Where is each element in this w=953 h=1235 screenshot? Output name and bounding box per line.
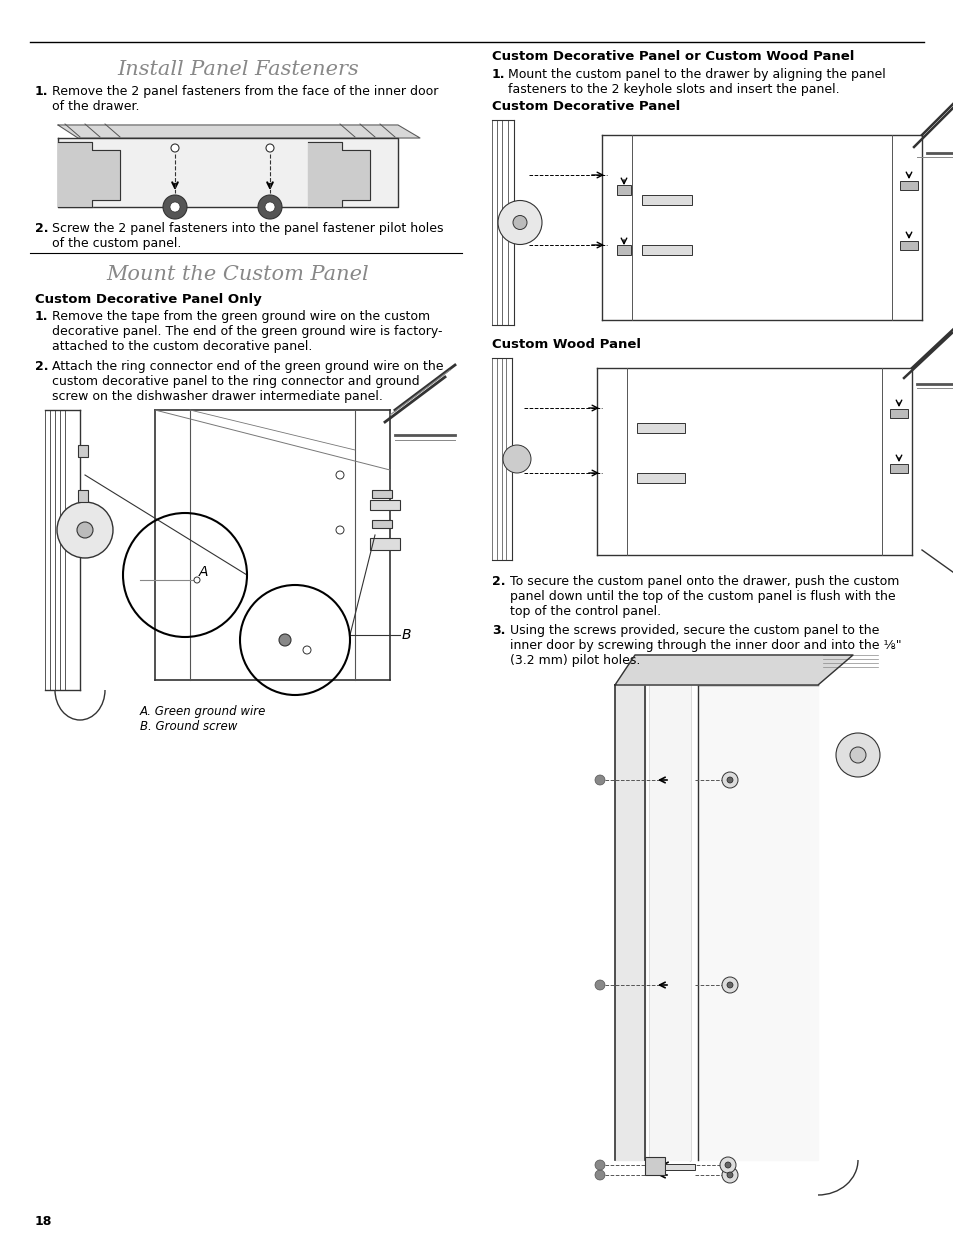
Circle shape (721, 1167, 738, 1183)
Text: Mount the Custom Panel: Mount the Custom Panel (107, 266, 369, 284)
Circle shape (497, 200, 541, 245)
Circle shape (513, 215, 526, 230)
Circle shape (849, 747, 865, 763)
Text: Install Panel Fasteners: Install Panel Fasteners (117, 61, 358, 79)
FancyBboxPatch shape (899, 182, 917, 190)
Text: 3.: 3. (492, 624, 505, 637)
Text: To secure the custom panel onto the drawer, push the custom
panel down until the: To secure the custom panel onto the draw… (510, 576, 899, 618)
Text: A. Green ground wire
B. Ground screw: A. Green ground wire B. Ground screw (140, 705, 266, 734)
Text: Attach the ring connector end of the green ground wire on the
custom decorative : Attach the ring connector end of the gre… (52, 359, 443, 403)
Polygon shape (615, 685, 644, 1160)
FancyBboxPatch shape (641, 195, 691, 205)
Text: 2.: 2. (35, 359, 49, 373)
Circle shape (193, 577, 200, 583)
Circle shape (335, 526, 344, 534)
Polygon shape (58, 138, 397, 207)
FancyBboxPatch shape (617, 245, 630, 254)
Circle shape (257, 195, 282, 219)
Circle shape (726, 1172, 732, 1178)
Circle shape (163, 195, 187, 219)
Circle shape (835, 734, 879, 777)
Text: Custom Decorative Panel Only: Custom Decorative Panel Only (35, 293, 261, 306)
Text: 18: 18 (35, 1215, 52, 1228)
Circle shape (77, 522, 92, 538)
Polygon shape (649, 685, 689, 1160)
FancyBboxPatch shape (889, 409, 907, 417)
Polygon shape (58, 125, 419, 138)
Circle shape (278, 634, 291, 646)
FancyBboxPatch shape (78, 490, 88, 501)
Circle shape (721, 772, 738, 788)
Text: 1.: 1. (35, 85, 49, 98)
Text: B: B (401, 629, 411, 642)
FancyBboxPatch shape (617, 185, 630, 195)
Circle shape (724, 1162, 730, 1168)
FancyBboxPatch shape (899, 241, 917, 249)
Text: 1.: 1. (35, 310, 49, 324)
Circle shape (170, 203, 180, 212)
Circle shape (726, 982, 732, 988)
Polygon shape (308, 142, 370, 207)
Circle shape (595, 1160, 604, 1170)
Text: Custom Decorative Panel: Custom Decorative Panel (492, 100, 679, 112)
Text: Custom Wood Panel: Custom Wood Panel (492, 338, 640, 351)
Circle shape (303, 646, 311, 655)
Circle shape (57, 501, 112, 558)
Circle shape (721, 977, 738, 993)
FancyBboxPatch shape (664, 1165, 695, 1170)
Text: Using the screws provided, secure the custom panel to the
inner door by screwing: Using the screws provided, secure the cu… (510, 624, 901, 667)
FancyBboxPatch shape (372, 490, 392, 498)
Circle shape (335, 471, 344, 479)
Polygon shape (698, 685, 817, 1160)
Text: Screw the 2 panel fasteners into the panel fastener pilot holes
of the custom pa: Screw the 2 panel fasteners into the pan… (52, 222, 443, 249)
FancyBboxPatch shape (644, 1157, 664, 1174)
Circle shape (266, 144, 274, 152)
Circle shape (720, 1157, 735, 1173)
Circle shape (265, 203, 274, 212)
Circle shape (171, 144, 179, 152)
Text: 2.: 2. (492, 576, 505, 588)
Text: A: A (199, 564, 209, 579)
Text: Remove the 2 panel fasteners from the face of the inner door
of the drawer.: Remove the 2 panel fasteners from the fa… (52, 85, 438, 112)
Circle shape (595, 1170, 604, 1179)
Text: Remove the tape from the green ground wire on the custom
decorative panel. The e: Remove the tape from the green ground wi… (52, 310, 442, 353)
Polygon shape (615, 655, 852, 685)
FancyBboxPatch shape (637, 424, 684, 433)
FancyBboxPatch shape (637, 473, 684, 483)
FancyBboxPatch shape (889, 464, 907, 473)
FancyBboxPatch shape (370, 500, 399, 510)
FancyBboxPatch shape (641, 245, 691, 254)
FancyBboxPatch shape (372, 520, 392, 529)
Text: 1.: 1. (492, 68, 505, 82)
Text: 2.: 2. (35, 222, 49, 235)
Circle shape (595, 776, 604, 785)
Circle shape (595, 981, 604, 990)
Text: Mount the custom panel to the drawer by aligning the panel
fasteners to the 2 ke: Mount the custom panel to the drawer by … (507, 68, 884, 96)
Polygon shape (58, 142, 120, 207)
Circle shape (726, 777, 732, 783)
Text: Custom Decorative Panel or Custom Wood Panel: Custom Decorative Panel or Custom Wood P… (492, 49, 854, 63)
FancyBboxPatch shape (78, 445, 88, 457)
FancyBboxPatch shape (370, 538, 399, 550)
Circle shape (502, 445, 531, 473)
